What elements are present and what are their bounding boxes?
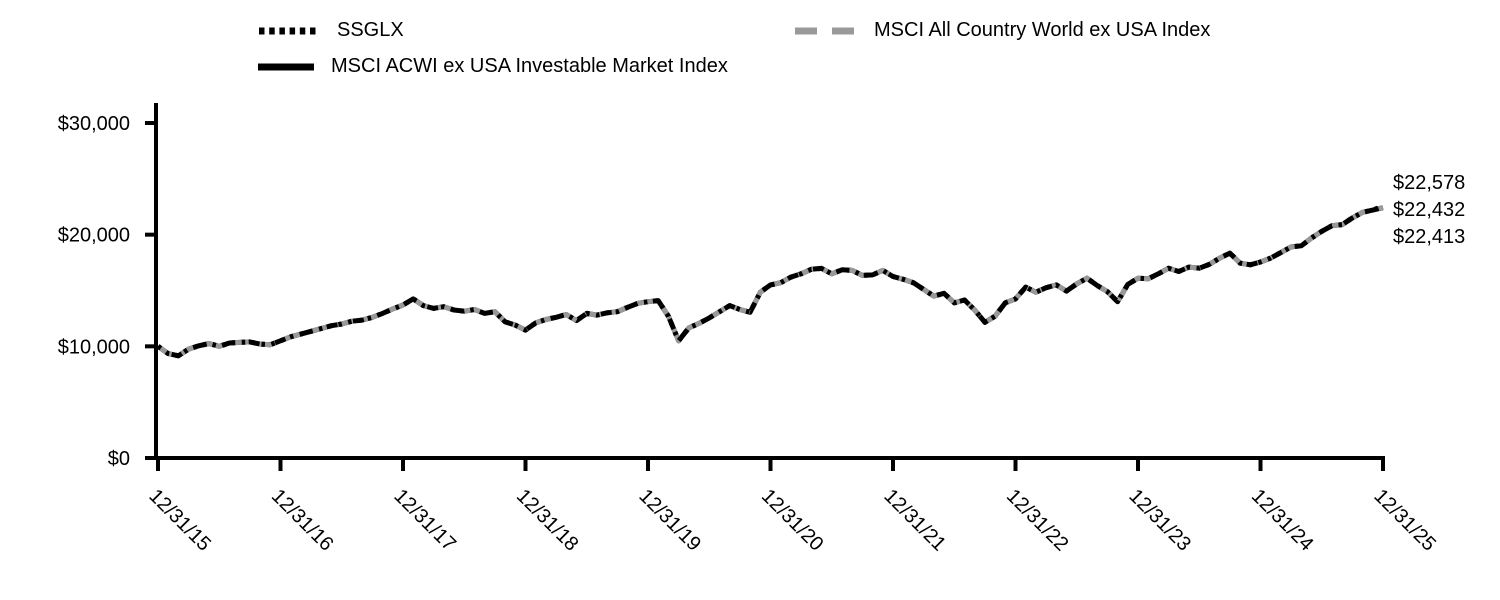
series-line-dotted bbox=[156, 203, 1384, 359]
msci-acwi-ex-usa-dashed-line-swatch bbox=[795, 27, 857, 34]
x-tick-label: 12/31/20 bbox=[757, 485, 828, 556]
x-tick-label: 12/31/23 bbox=[1124, 485, 1195, 556]
x-tick-label: 12/31/25 bbox=[1369, 485, 1440, 556]
series-line-solid bbox=[156, 205, 1384, 359]
legend-label-msci-acwi-ex-usa: MSCI All Country World ex USA Index bbox=[874, 19, 1211, 41]
y-tick-label: $30,000 bbox=[58, 113, 130, 135]
ssglx-dotted-line-swatch bbox=[259, 27, 319, 34]
end-value-msci-acwi-ex-usa-imi: $22,413 bbox=[1393, 226, 1466, 248]
end-value-ssglx: $22,578 bbox=[1393, 172, 1466, 194]
legend-item-msci-acwi-ex-usa: MSCI All Country World ex USA Index bbox=[795, 19, 1210, 42]
y-tick-label: $20,000 bbox=[58, 225, 130, 247]
x-tick-label: 12/31/24 bbox=[1247, 485, 1318, 556]
x-tick-label: 12/31/15 bbox=[144, 485, 215, 556]
x-tick-label: 12/31/19 bbox=[634, 485, 705, 556]
x-tick-label: 12/31/17 bbox=[389, 485, 460, 556]
x-tick-label: 12/31/18 bbox=[512, 485, 583, 556]
series-end-value-labels: $22,578 $22,432 $22,413 bbox=[1393, 170, 1465, 251]
legend-item-msci-acwi-ex-usa-imi: MSCI ACWI ex USA Investable Market Index bbox=[258, 55, 728, 78]
series-line-dashed bbox=[156, 205, 1384, 359]
msci-acwi-ex-usa-imi-solid-line-swatch bbox=[258, 63, 314, 70]
y-tick-label: $10,000 bbox=[58, 336, 130, 358]
legend-label-ssglx: SSGLX bbox=[337, 19, 404, 41]
end-value-msci-acwi-ex-usa: $22,432 bbox=[1393, 199, 1466, 221]
legend-label-msci-acwi-ex-usa-imi: MSCI ACWI ex USA Investable Market Index bbox=[331, 55, 728, 77]
y-tick-label: $0 bbox=[108, 448, 130, 470]
x-tick-label: 12/31/16 bbox=[267, 485, 338, 556]
x-tick-label: 12/31/22 bbox=[1002, 485, 1073, 556]
x-tick-label: 12/31/21 bbox=[879, 485, 950, 556]
legend-item-ssglx: SSGLX bbox=[258, 19, 404, 42]
